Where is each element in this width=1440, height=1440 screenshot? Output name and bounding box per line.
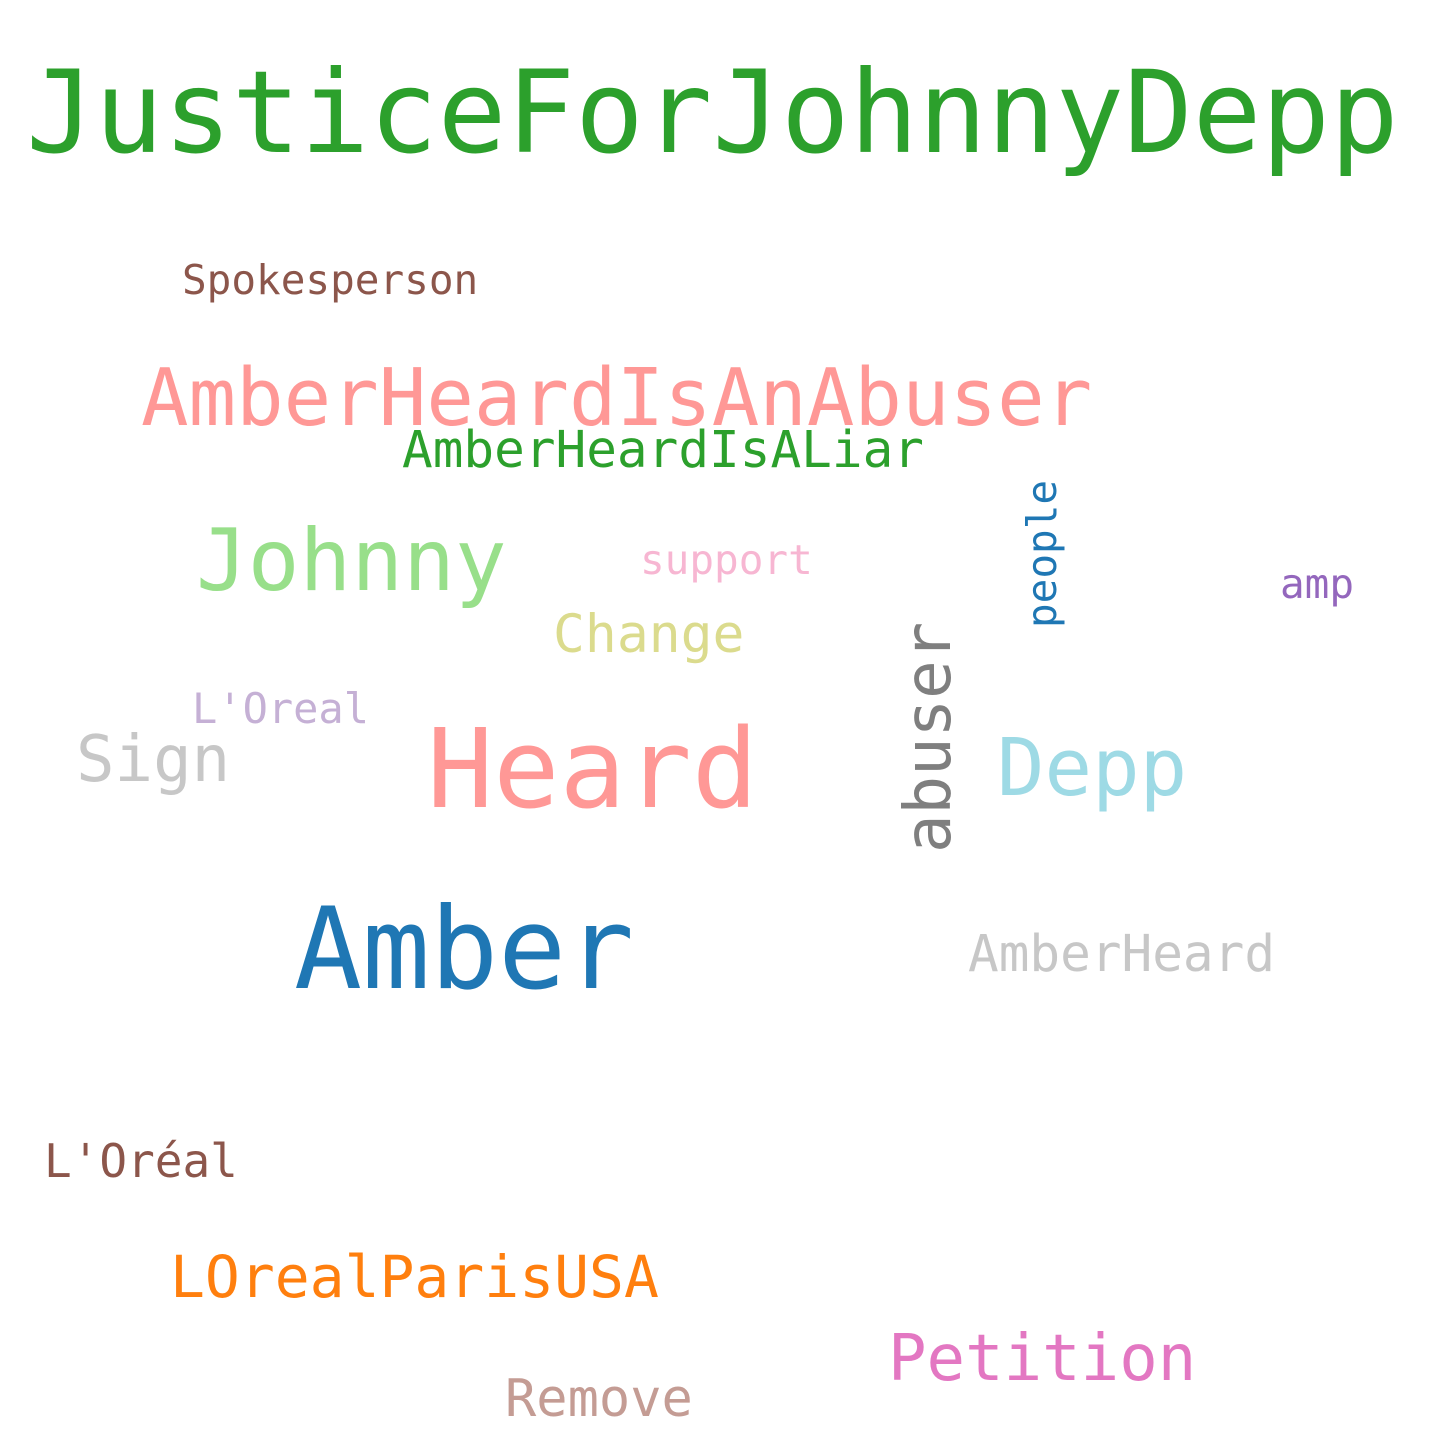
word-abuser: abuser: [892, 621, 966, 853]
word-depp: Depp: [997, 722, 1188, 814]
word-loreal-accent: L'Oréal: [44, 1134, 238, 1188]
word-johnny: Johnny: [196, 511, 507, 611]
word-spokesperson: Spokesperson: [182, 256, 479, 304]
word-loreal: L'Oreal: [192, 684, 370, 733]
word-remove: Remove: [505, 1369, 693, 1429]
word-amberheard: AmberHeard: [968, 925, 1276, 984]
word-lorealparisusa: LOrealParisUSA: [170, 1243, 659, 1311]
word-amber: Amber: [294, 883, 635, 1015]
word-petition: Petition: [888, 1322, 1197, 1396]
word-sign: Sign: [76, 723, 231, 797]
word-change: Change: [553, 604, 745, 665]
word-amberheardisaliar: AmberHeardIsALiar: [402, 421, 924, 480]
word-justiceforjohnnydepp: JusticeForJohnnyDepp: [26, 46, 1399, 179]
word-people: people: [1018, 479, 1066, 628]
word-heard: Heard: [427, 705, 759, 833]
word-support: support: [640, 536, 813, 584]
word-amberheardisanabuser: AmberHeardIsAnAbuser: [141, 352, 1093, 444]
word-amp: amp: [1280, 560, 1355, 608]
